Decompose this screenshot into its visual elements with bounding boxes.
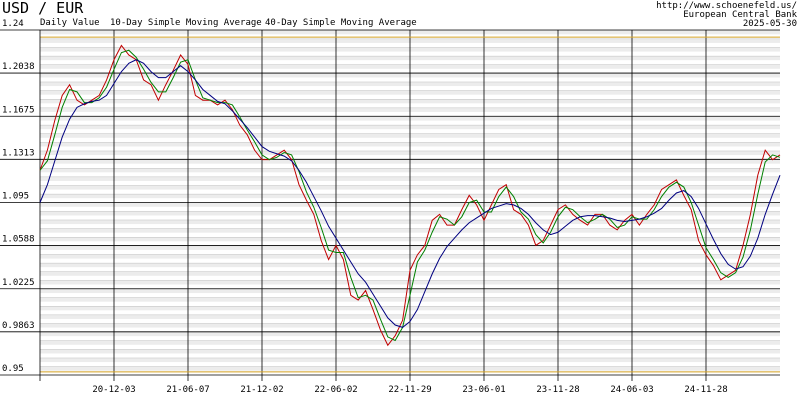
source-name: European Central Bank (683, 10, 797, 20)
x-tick-label: 24-11-28 (684, 385, 727, 395)
x-tick-label: 21-06-07 (166, 385, 209, 395)
y-tick-label: 1.1675 (2, 105, 35, 115)
chart-title: USD / EUR (2, 0, 84, 17)
y-tick-label: 1.1313 (2, 148, 35, 158)
x-tick-label: 21-12-02 (240, 385, 283, 395)
legend-entry: 40-Day Simple Moving Average (265, 18, 417, 28)
legend-entry: Daily Value (40, 18, 100, 28)
x-tick-label: 23-11-28 (536, 385, 579, 395)
y-tick-label: 1.0588 (2, 235, 35, 245)
series-line (39, 59, 781, 328)
legend-entry: 10-Day Simple Moving Average (110, 18, 262, 28)
source-url: http://www.schoenefeld.us/ (656, 1, 797, 11)
x-tick-label: 22-06-02 (314, 385, 357, 395)
x-tick-label: 20-12-03 (92, 385, 135, 395)
y-tick-label: 1.2038 (2, 62, 35, 72)
x-tick-label: 24-06-03 (610, 385, 653, 395)
x-tick-label: 22-11-29 (388, 385, 431, 395)
x-tick-label: 23-06-01 (462, 385, 505, 395)
date: 2025-05-30 (743, 19, 797, 29)
y-tick-label: 1.24 (2, 19, 24, 29)
series-line (39, 49, 781, 342)
y-tick-label: 0.9863 (2, 321, 35, 331)
y-tick-label: 0.95 (2, 364, 24, 374)
series-line (39, 44, 781, 347)
y-tick-label: 1.0225 (2, 278, 35, 288)
y-tick-label: 1.095 (2, 192, 29, 202)
